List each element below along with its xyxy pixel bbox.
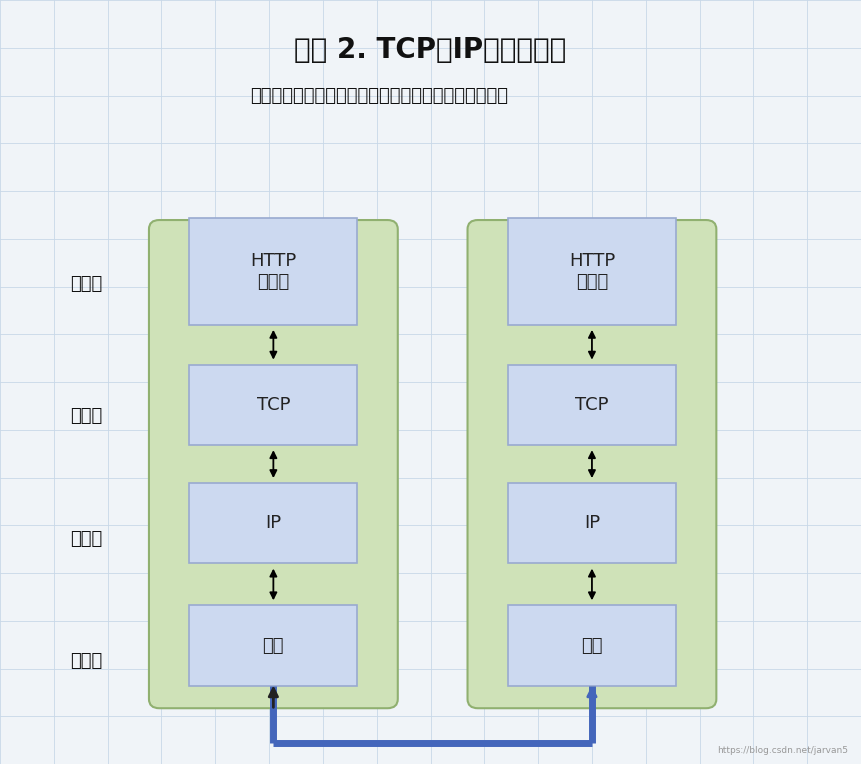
Text: 客户端发送的时候分层顺序进行通信，接受端亦是如此: 客户端发送的时候分层顺序进行通信，接受端亦是如此 <box>250 86 508 105</box>
FancyBboxPatch shape <box>508 218 676 325</box>
FancyBboxPatch shape <box>149 220 398 708</box>
Text: IP: IP <box>265 514 282 533</box>
Text: 网络: 网络 <box>581 636 603 655</box>
Text: 传输层: 传输层 <box>70 407 102 426</box>
Text: https://blog.csdn.net/jarvan5: https://blog.csdn.net/jarvan5 <box>717 746 848 755</box>
Text: HTTP
客户端: HTTP 客户端 <box>251 252 296 290</box>
FancyBboxPatch shape <box>508 364 676 445</box>
Text: 网络: 网络 <box>263 636 284 655</box>
Text: IP: IP <box>584 514 600 533</box>
FancyBboxPatch shape <box>189 364 357 445</box>
FancyBboxPatch shape <box>189 605 357 686</box>
Text: 应用层: 应用层 <box>70 275 102 293</box>
FancyBboxPatch shape <box>189 484 357 564</box>
Text: 网络层: 网络层 <box>70 529 102 548</box>
Text: TCP: TCP <box>257 396 290 414</box>
Text: 一、 2. TCP、IP通信传输流: 一、 2. TCP、IP通信传输流 <box>294 36 567 63</box>
Text: HTTP
客户端: HTTP 客户端 <box>569 252 615 290</box>
Text: TCP、IP传输流: TCP、IP传输流 <box>387 762 479 764</box>
FancyBboxPatch shape <box>189 218 357 325</box>
Text: 通信层: 通信层 <box>70 652 102 670</box>
FancyBboxPatch shape <box>508 484 676 564</box>
FancyBboxPatch shape <box>508 605 676 686</box>
Text: TCP: TCP <box>575 396 609 414</box>
FancyBboxPatch shape <box>468 220 716 708</box>
